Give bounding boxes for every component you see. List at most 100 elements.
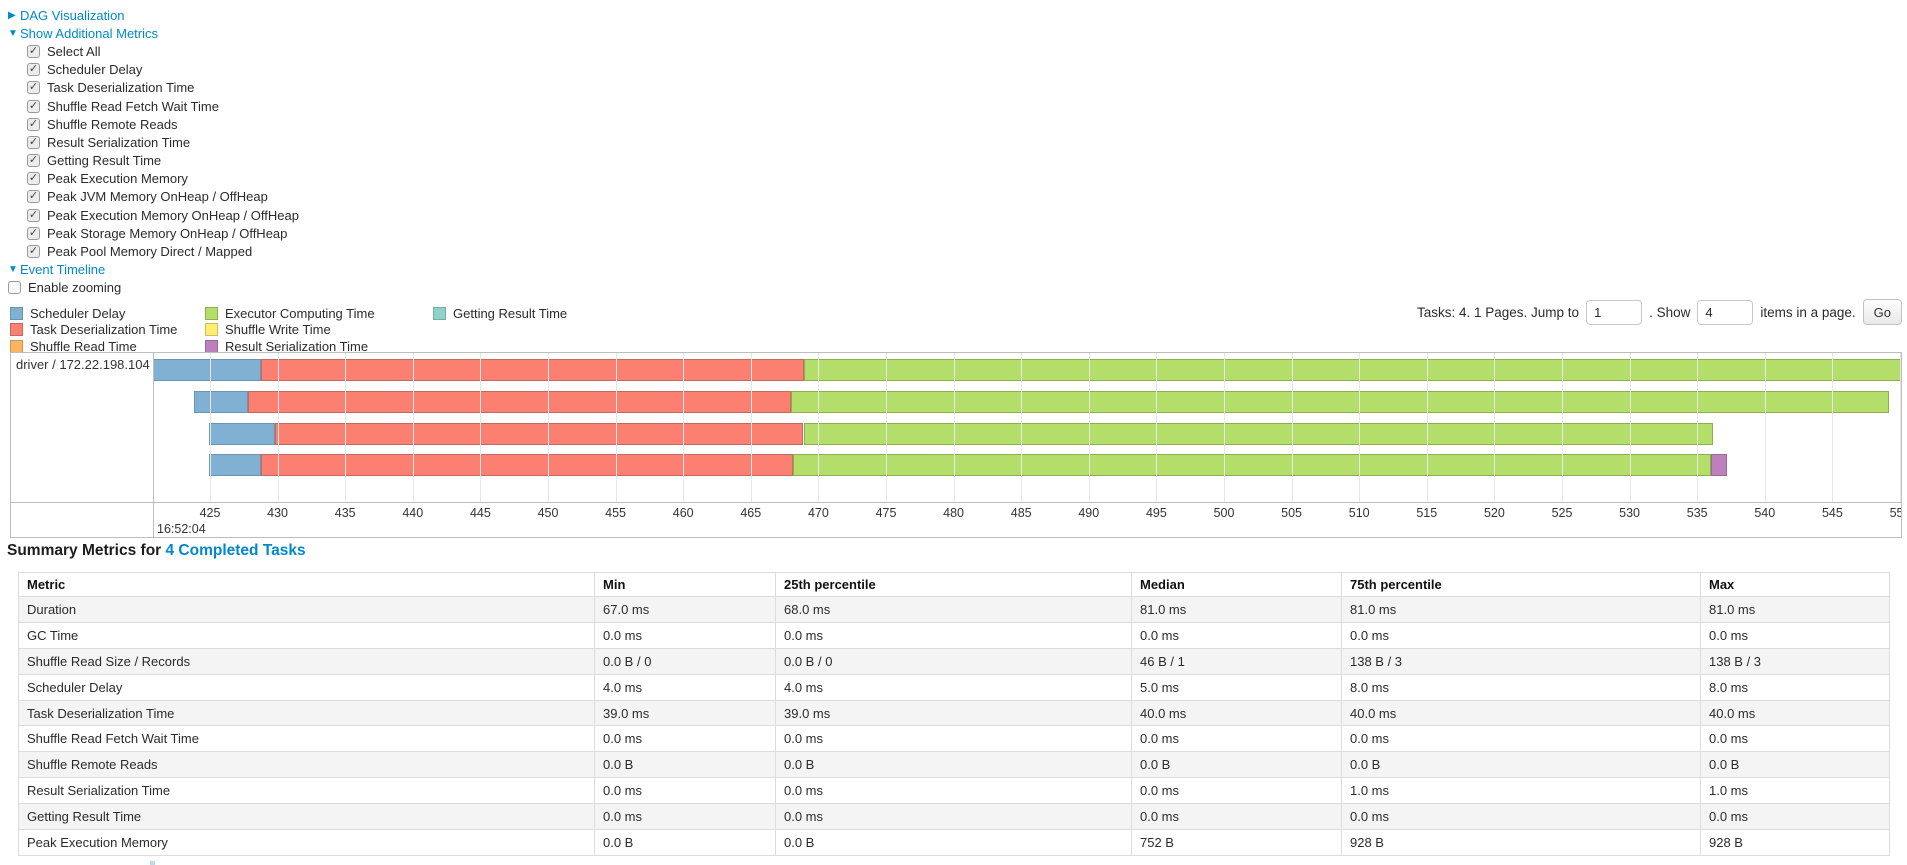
metric-value-cell: 752 B bbox=[1131, 829, 1342, 856]
metric-value-cell: 1.0 ms bbox=[1341, 777, 1701, 805]
metric-checkbox-select-all[interactable]: ✓ bbox=[27, 44, 40, 58]
timeline-bar-segment-task-deserialization[interactable] bbox=[274, 422, 804, 445]
stage-controls-list: ▶ DAG Visualization ▼ Show Additional Metri… bbox=[8, 6, 299, 297]
metric-checkbox-task-deserialization-time[interactable]: ✓ bbox=[27, 81, 40, 95]
axis-tick-label: 475 bbox=[875, 506, 897, 520]
axis-tick-label: 500 bbox=[1213, 506, 1235, 520]
metric-checkbox-peak-execution-memory-onheap-offheap[interactable]: ✓ bbox=[27, 208, 40, 222]
metric-checkbox-task-deserialization-time-row: ✓ Task Deserialization Time bbox=[8, 79, 299, 97]
items-per-page-label: items in a page. bbox=[1760, 304, 1856, 320]
gridline bbox=[1697, 353, 1699, 502]
metric-checkbox-scheduler-delay-label: Scheduler Delay bbox=[47, 62, 143, 78]
show-label: . Show bbox=[1649, 304, 1691, 320]
timeline-bar-segment-task-deserialization[interactable] bbox=[261, 359, 804, 381]
metric-value-cell: 0.0 ms bbox=[594, 803, 776, 831]
table-header-cell: 75th percentile bbox=[1341, 572, 1701, 597]
metric-row: Scheduler Delay 4.0 ms 4.0 ms 5.0 ms 8.0 ms 8… bbox=[18, 673, 1890, 701]
completed-tasks-link[interactable]: 4 Completed Tasks bbox=[165, 542, 306, 559]
metric-checkbox-peak-execution-memory[interactable]: ✓ bbox=[27, 172, 40, 186]
shuffle-write-swatch bbox=[205, 323, 218, 336]
timeline-bar-segment-executor-computing[interactable] bbox=[803, 422, 1714, 445]
metric-value-cell: 39.0 ms bbox=[775, 699, 1132, 727]
metric-checkbox-shuffle-remote-reads[interactable]: ✓ bbox=[27, 117, 40, 131]
event-timeline-link[interactable]: Event Timeline bbox=[20, 262, 106, 278]
timeline-bar-segment-scheduler-delay[interactable] bbox=[208, 422, 275, 445]
timeline-bar-segment-task-deserialization[interactable] bbox=[247, 391, 792, 413]
metric-name-cell: Getting Result Time bbox=[18, 803, 595, 831]
metric-checkbox-peak-pool-memory-direct-mapped-label: Peak Pool Memory Direct / Mapped bbox=[47, 244, 253, 260]
items-per-page-input[interactable] bbox=[1697, 299, 1754, 325]
go-button[interactable]: Go bbox=[1862, 299, 1902, 325]
metric-checkbox-shuffle-read-fetch-wait-time[interactable]: ✓ bbox=[27, 99, 40, 113]
metric-checkbox-getting-result-time[interactable]: ✓ bbox=[27, 154, 40, 168]
axis-tick-label: 465 bbox=[740, 506, 762, 520]
timeline-bar-segment-executor-computing[interactable] bbox=[792, 454, 1711, 476]
legend-item: Shuffle Write Time bbox=[205, 322, 375, 338]
metric-value-cell: 0.0 ms bbox=[1131, 621, 1342, 649]
event-timeline-chart: driver / 172.22.198.104 16:52:04 425 430 4… bbox=[10, 352, 1902, 538]
gridline bbox=[277, 353, 279, 502]
legend-label: Shuffle Read Time bbox=[30, 338, 137, 354]
metric-checkbox-getting-result-time-row: ✓ Getting Result Time bbox=[8, 152, 299, 170]
metric-checkbox-result-serialization-time-row: ✓ Result Serialization Time bbox=[8, 133, 299, 151]
metric-value-cell: 4.0 ms bbox=[594, 673, 776, 701]
legend-item: Getting Result Time bbox=[433, 305, 567, 321]
metric-value-cell: 40.0 ms bbox=[1131, 699, 1342, 727]
table-header-cell: Metric bbox=[18, 572, 595, 597]
axis-tick-label: 460 bbox=[672, 506, 694, 520]
axis-tick-label: 515 bbox=[1416, 506, 1438, 520]
metric-checkbox-peak-jvm-memory-onheap-offheap[interactable]: ✓ bbox=[27, 190, 40, 204]
metric-name-cell: Peak Execution Memory bbox=[18, 829, 595, 856]
metric-value-cell: 46 B / 1 bbox=[1131, 647, 1342, 675]
metric-checkbox-scheduler-delay-row: ✓ Scheduler Delay bbox=[8, 61, 299, 79]
metric-value-cell: 8.0 ms bbox=[1700, 673, 1890, 701]
timeline-bar-segment-scheduler-delay[interactable] bbox=[208, 454, 262, 476]
group-column-divider bbox=[153, 353, 154, 537]
timeline-bar-segment-scheduler-delay[interactable] bbox=[193, 391, 248, 413]
table-header-cell: 25th percentile bbox=[775, 572, 1132, 597]
gridline bbox=[1764, 353, 1766, 502]
metric-value-cell: 0.0 ms bbox=[775, 621, 1132, 649]
task-deserialization-swatch bbox=[10, 323, 23, 336]
metric-checkbox-peak-pool-memory-direct-mapped[interactable]: ✓ bbox=[27, 245, 40, 259]
enable-zooming-checkbox-row: Enable zooming bbox=[8, 279, 299, 297]
metric-name-cell: Scheduler Delay bbox=[18, 673, 595, 701]
dag-visualization-link[interactable]: DAG Visualization bbox=[20, 7, 125, 23]
show-additional-metrics-link[interactable]: Show Additional Metrics bbox=[20, 25, 159, 41]
metric-checkbox-peak-storage-memory-onheap-offheap[interactable]: ✓ bbox=[27, 226, 40, 240]
tasks-pagination: Tasks: 4. 1 Pages. Jump to . Show items … bbox=[1417, 299, 1902, 325]
axis-line bbox=[11, 502, 1901, 503]
metric-value-cell: 0.0 ms bbox=[1700, 725, 1890, 753]
timeline-bar-segment-executor-computing[interactable] bbox=[791, 391, 1890, 413]
axis-tick-label: 530 bbox=[1619, 506, 1641, 520]
gridline bbox=[953, 353, 955, 502]
metric-value-cell: 138 B / 3 bbox=[1700, 647, 1890, 675]
metric-checkbox-scheduler-delay[interactable]: ✓ bbox=[27, 63, 40, 77]
axis-tick-label: 430 bbox=[267, 506, 289, 520]
metric-name-cell: Shuffle Remote Reads bbox=[18, 751, 595, 779]
metric-value-cell: 0.0 ms bbox=[1341, 725, 1701, 753]
jump-to-page-input[interactable] bbox=[1586, 299, 1643, 325]
arrow-down-icon: ▼ bbox=[8, 27, 18, 39]
table-header-cell: Median bbox=[1131, 572, 1342, 597]
legend-column: Scheduler Delay Task Deserialization Time… bbox=[10, 305, 177, 355]
gridline bbox=[1900, 353, 1901, 502]
summary-heading-text: Summary Metrics for bbox=[7, 542, 166, 559]
timeline-bar-segment-scheduler-delay[interactable] bbox=[153, 359, 262, 381]
metric-checkbox-result-serialization-time[interactable]: ✓ bbox=[27, 135, 40, 149]
enable-zooming-checkbox[interactable] bbox=[8, 281, 21, 295]
metric-value-cell: 0.0 ms bbox=[1131, 777, 1342, 805]
axis-tick-label: 480 bbox=[943, 506, 965, 520]
enable-zooming-checkbox-label: Enable zooming bbox=[28, 280, 122, 296]
tasks-pagination-text: Tasks: 4. 1 Pages. Jump to bbox=[1416, 304, 1580, 320]
timeline-bar-segment-task-deserialization[interactable] bbox=[261, 454, 793, 476]
timeline-bar-segment-executor-computing[interactable] bbox=[803, 359, 1901, 381]
metric-checkbox-result-serialization-time-label: Result Serialization Time bbox=[47, 134, 191, 150]
event-timeline-link-row: ▼ Event Timeline bbox=[8, 261, 299, 279]
legend-label: Executor Computing Time bbox=[225, 305, 375, 321]
metric-value-cell: 0.0 B bbox=[594, 751, 776, 779]
timeline-bar-segment-result-serialization[interactable] bbox=[1710, 454, 1727, 476]
metric-value-cell: 8.0 ms bbox=[1341, 673, 1701, 701]
metric-value-cell: 928 B bbox=[1341, 829, 1701, 856]
metric-checkbox-peak-execution-memory-label: Peak Execution Memory bbox=[47, 171, 188, 187]
